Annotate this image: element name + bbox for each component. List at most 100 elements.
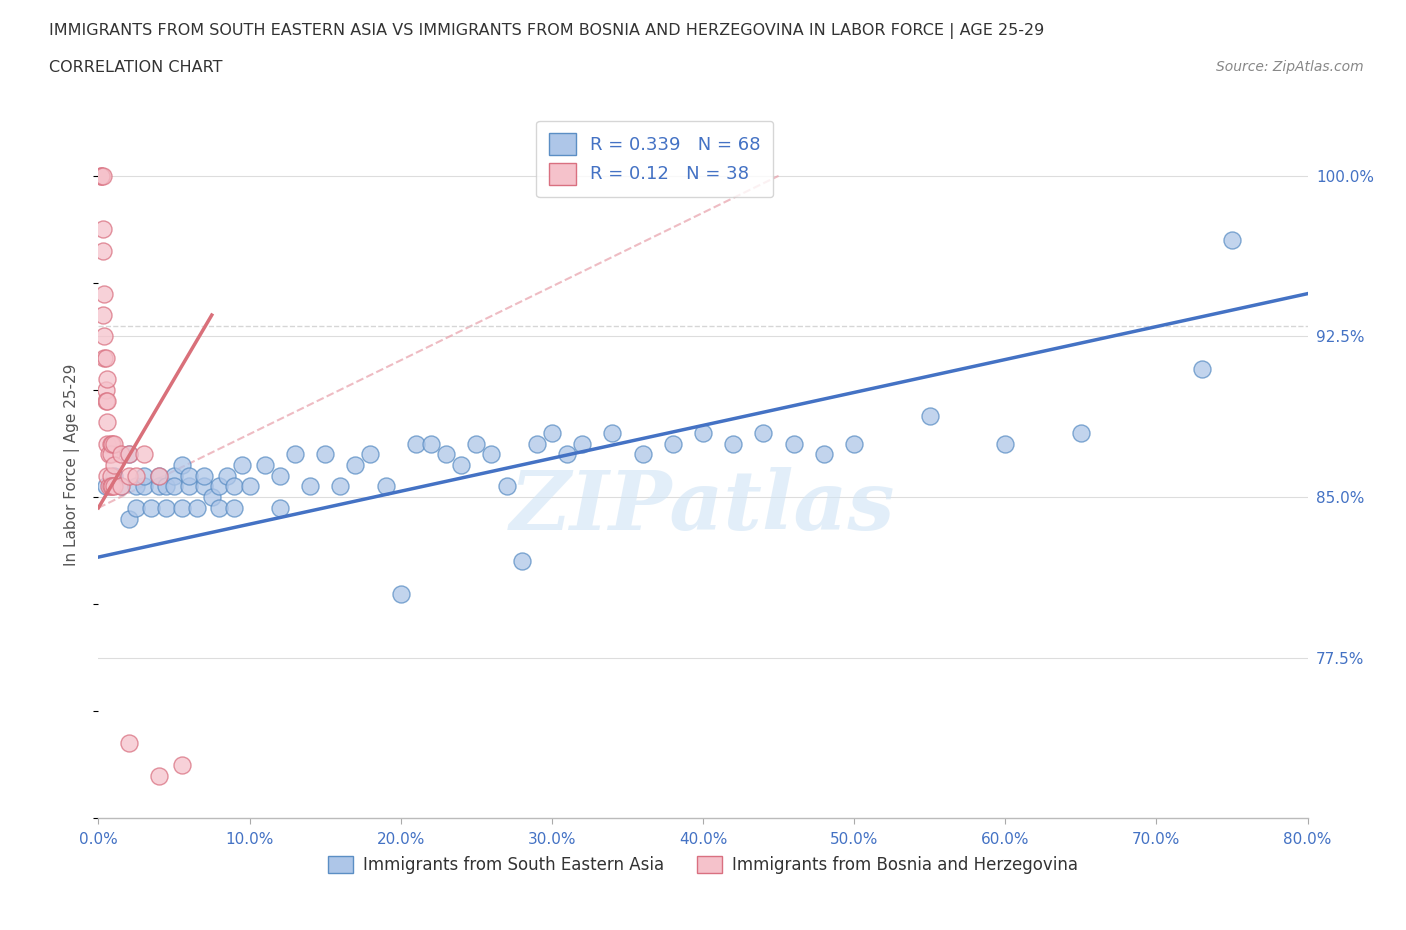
Text: IMMIGRANTS FROM SOUTH EASTERN ASIA VS IMMIGRANTS FROM BOSNIA AND HERZEGOVINA IN : IMMIGRANTS FROM SOUTH EASTERN ASIA VS IM… bbox=[49, 23, 1045, 39]
Point bbox=[125, 500, 148, 515]
Point bbox=[94, 393, 117, 408]
Point bbox=[813, 446, 835, 461]
Point bbox=[148, 469, 170, 484]
Point bbox=[752, 425, 775, 440]
Point bbox=[132, 469, 155, 484]
Point bbox=[100, 479, 122, 494]
Y-axis label: In Labor Force | Age 25-29: In Labor Force | Age 25-29 bbox=[63, 364, 80, 566]
Point bbox=[125, 479, 148, 494]
Point bbox=[103, 458, 125, 472]
Point bbox=[96, 372, 118, 387]
Point bbox=[110, 446, 132, 461]
Point bbox=[360, 446, 382, 461]
Point bbox=[148, 469, 170, 484]
Point bbox=[434, 446, 457, 461]
Point bbox=[783, 436, 806, 451]
Point bbox=[179, 469, 201, 484]
Point bbox=[344, 458, 367, 472]
Point bbox=[918, 408, 941, 423]
Point bbox=[193, 479, 215, 494]
Point bbox=[631, 446, 654, 461]
Point bbox=[510, 554, 533, 569]
Point bbox=[118, 512, 141, 526]
Point bbox=[148, 479, 170, 494]
Point bbox=[495, 479, 517, 494]
Point bbox=[1191, 361, 1213, 376]
Point bbox=[100, 436, 122, 451]
Point bbox=[201, 490, 224, 505]
Point bbox=[208, 500, 231, 515]
Point bbox=[94, 479, 117, 494]
Point bbox=[465, 436, 488, 451]
Point bbox=[602, 425, 624, 440]
Point bbox=[526, 436, 548, 451]
Point bbox=[118, 736, 141, 751]
Point bbox=[661, 436, 683, 451]
Point bbox=[994, 436, 1017, 451]
Point bbox=[253, 458, 276, 472]
Point bbox=[224, 500, 246, 515]
Point bbox=[118, 446, 141, 461]
Point bbox=[163, 479, 186, 494]
Point bbox=[96, 469, 118, 484]
Point bbox=[118, 469, 141, 484]
Point bbox=[118, 446, 141, 461]
Point bbox=[132, 446, 155, 461]
Point bbox=[101, 479, 124, 494]
Point bbox=[91, 308, 114, 323]
Point bbox=[98, 446, 121, 461]
Point bbox=[208, 479, 231, 494]
Point bbox=[284, 446, 307, 461]
Point bbox=[224, 479, 246, 494]
Point bbox=[269, 500, 291, 515]
Text: Source: ZipAtlas.com: Source: ZipAtlas.com bbox=[1216, 60, 1364, 74]
Point bbox=[91, 222, 114, 237]
Point bbox=[91, 244, 114, 259]
Point bbox=[132, 479, 155, 494]
Point bbox=[94, 351, 117, 365]
Point bbox=[723, 436, 745, 451]
Point bbox=[110, 479, 132, 494]
Point bbox=[405, 436, 427, 451]
Point bbox=[103, 479, 125, 494]
Point bbox=[481, 446, 503, 461]
Point bbox=[125, 469, 148, 484]
Point bbox=[215, 469, 238, 484]
Point bbox=[374, 479, 396, 494]
Point bbox=[101, 436, 124, 451]
Point bbox=[389, 586, 412, 601]
Point bbox=[94, 382, 117, 397]
Legend: Immigrants from South Eastern Asia, Immigrants from Bosnia and Herzegovina: Immigrants from South Eastern Asia, Immi… bbox=[321, 849, 1085, 881]
Point bbox=[96, 436, 118, 451]
Point bbox=[555, 446, 578, 461]
Text: CORRELATION CHART: CORRELATION CHART bbox=[49, 60, 222, 75]
Point bbox=[163, 469, 186, 484]
Point bbox=[170, 500, 193, 515]
Point bbox=[93, 329, 115, 344]
Point bbox=[692, 425, 714, 440]
Point bbox=[93, 351, 115, 365]
Point bbox=[90, 168, 112, 183]
Point bbox=[420, 436, 443, 451]
Point bbox=[186, 500, 208, 515]
Point bbox=[450, 458, 472, 472]
Point bbox=[155, 479, 177, 494]
Point bbox=[329, 479, 352, 494]
Point bbox=[98, 479, 121, 494]
Point bbox=[170, 458, 193, 472]
Point bbox=[1070, 425, 1092, 440]
Point bbox=[103, 469, 125, 484]
Text: ZIPatlas: ZIPatlas bbox=[510, 468, 896, 548]
Point bbox=[269, 469, 291, 484]
Point bbox=[155, 500, 177, 515]
Point bbox=[100, 469, 122, 484]
Point bbox=[179, 479, 201, 494]
Point bbox=[231, 458, 253, 472]
Point bbox=[100, 446, 122, 461]
Point bbox=[844, 436, 866, 451]
Point bbox=[540, 425, 562, 440]
Point bbox=[141, 500, 163, 515]
Point bbox=[96, 393, 118, 408]
Point bbox=[90, 168, 112, 183]
Point bbox=[1220, 232, 1243, 247]
